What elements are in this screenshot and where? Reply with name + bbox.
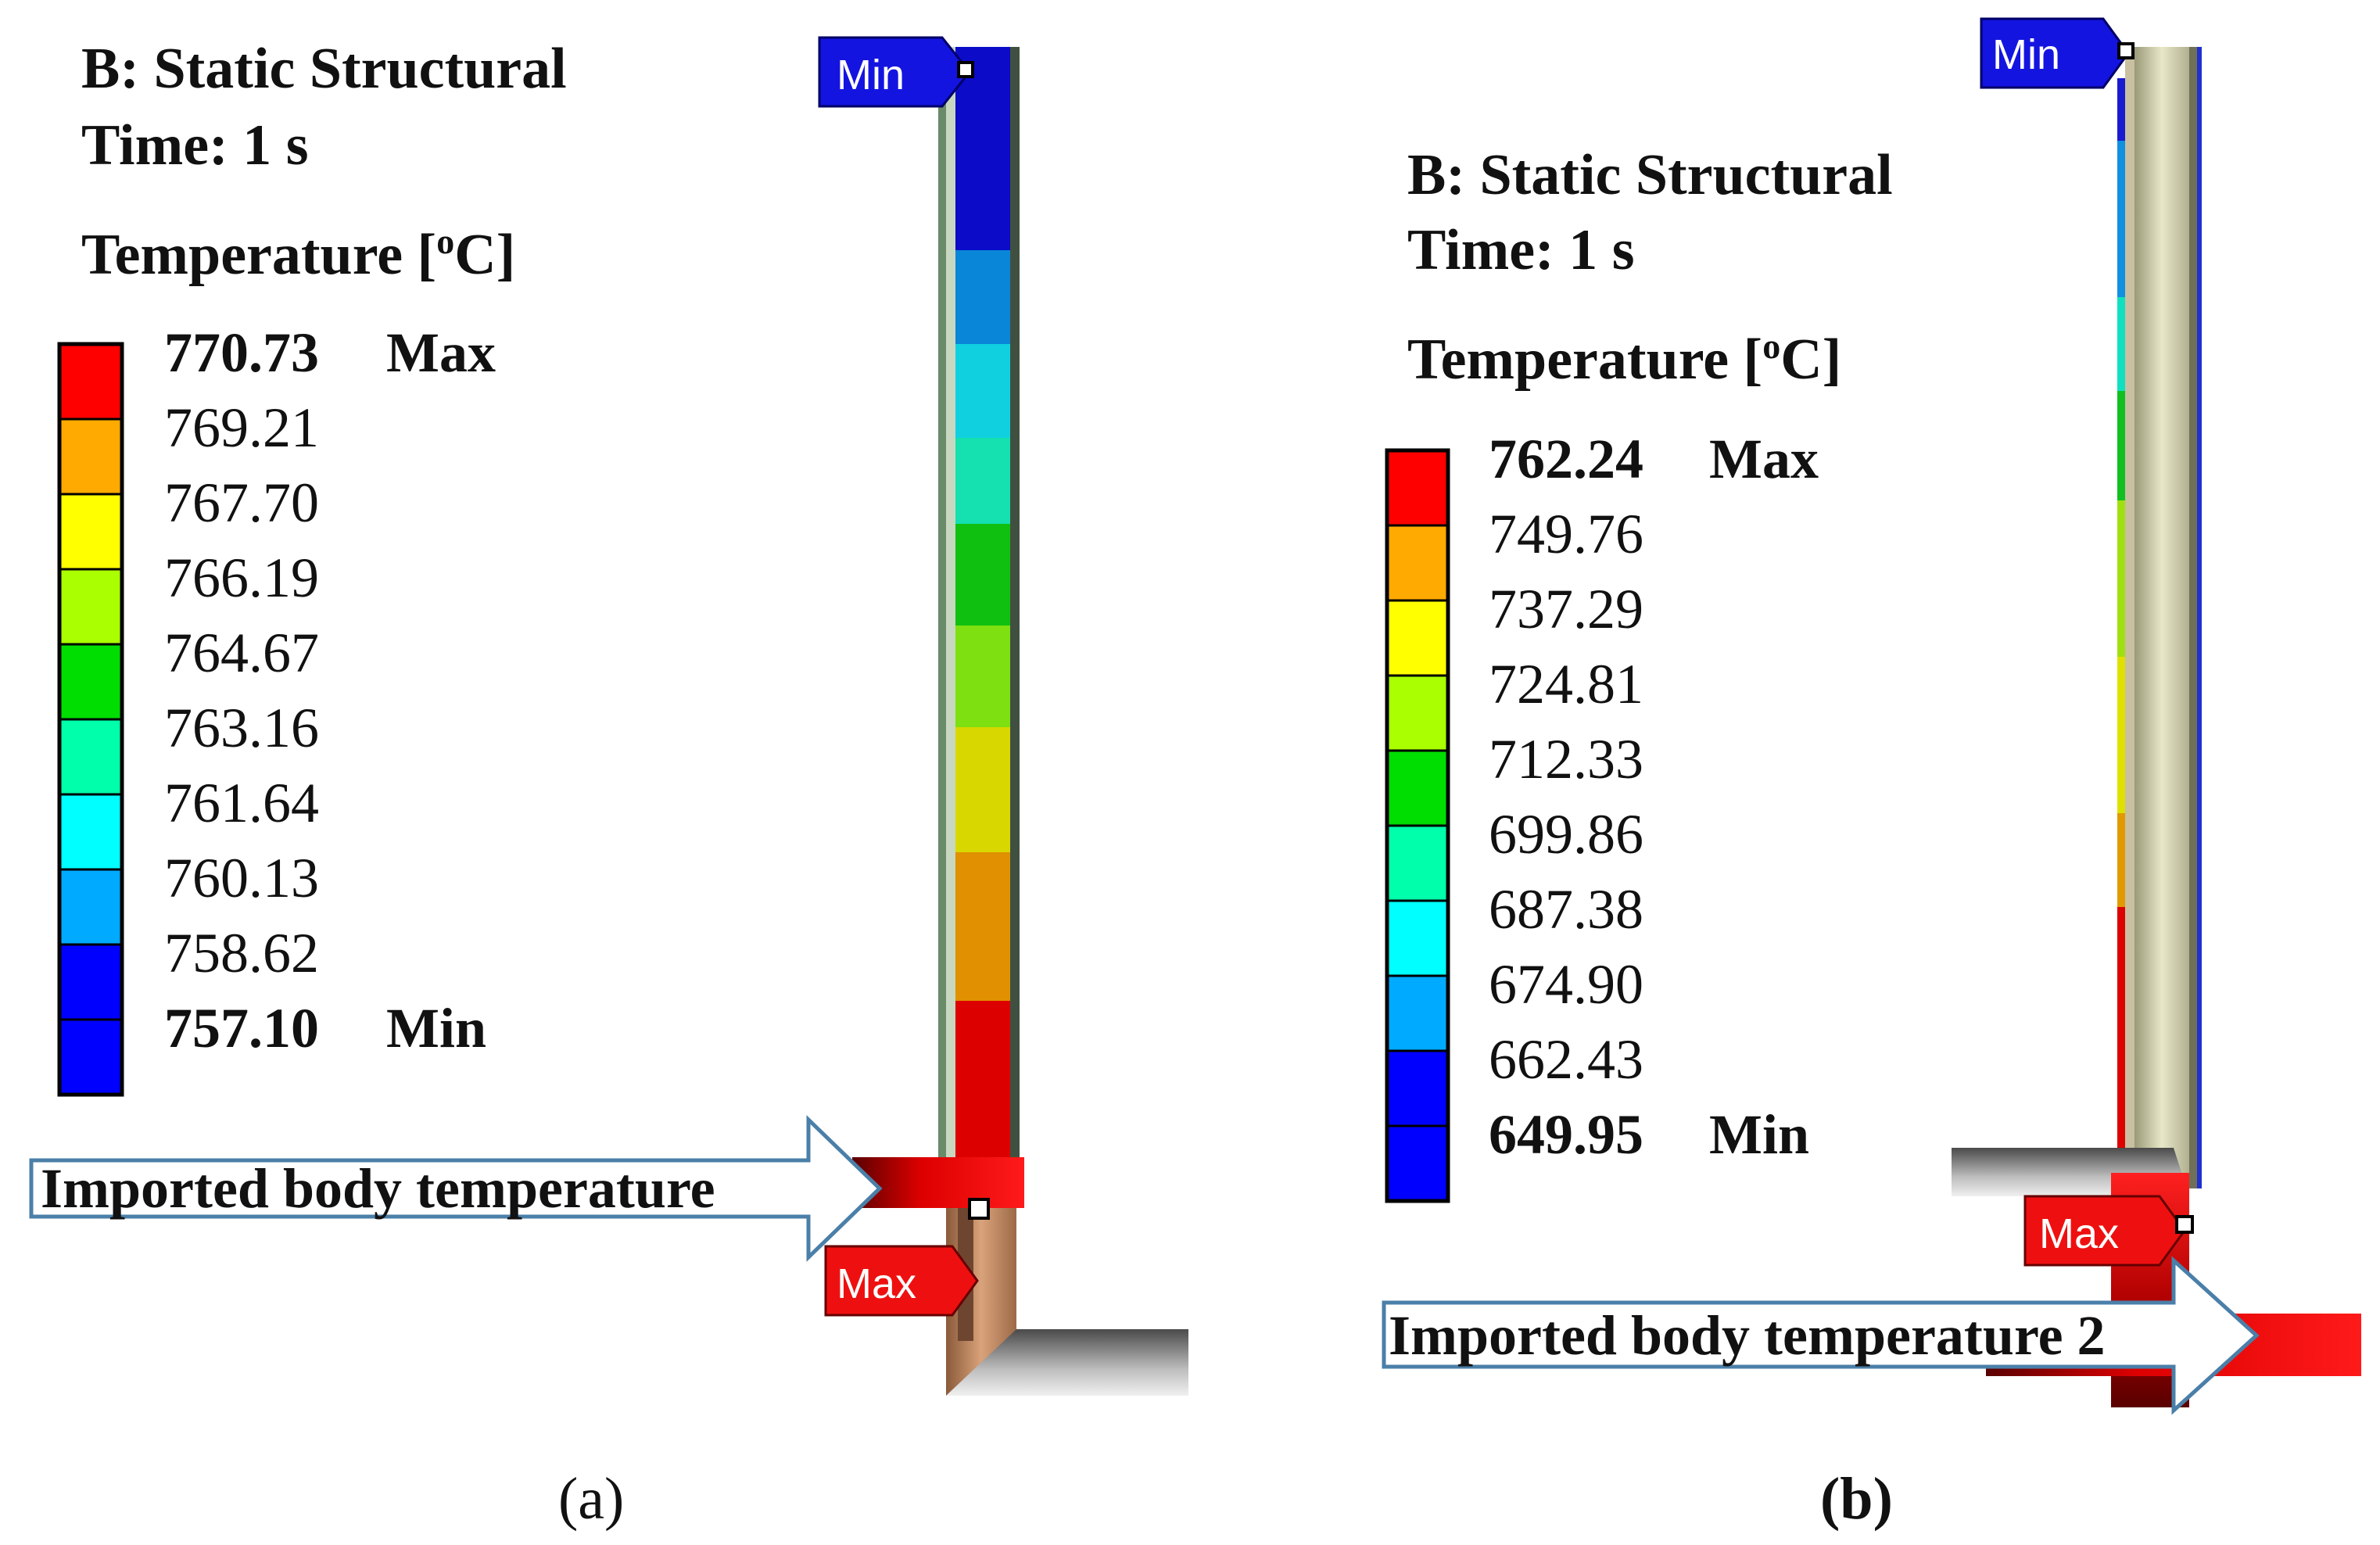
legend-value: 764.67 [164,622,319,684]
panel-a-title: B: Static Structural [81,37,567,101]
panel-b-time: Time: 1 s [1407,218,1635,282]
legend-swatch [58,342,124,421]
panel-b-arrow-label: Imported body temperature 2 [1389,1304,2106,1367]
legend-value: 769.21 [164,396,319,459]
legend-value: 767.70 [164,471,319,534]
legend-swatch [1385,449,1450,527]
legend-swatch [1385,899,1450,977]
legend-swatch [58,643,124,721]
panel-b-quantity-label: Temperature [ [1407,328,1762,392]
legend-swatch [1385,1124,1450,1203]
panel-a-min-probe-label: Min [837,52,905,99]
legend-swatch [58,793,124,871]
legend-value: 762.24 [1489,428,1643,490]
legend-swatch [1385,524,1450,602]
legend-swatch [1385,599,1450,677]
panel-a-quantity: Temperature [oC] [81,221,515,287]
panel-a-quantity-sup: o [436,221,454,261]
legend-extreme-tag: Max [1709,428,1819,490]
panel-b-color-legend: 762.24 Max 749.76 737.29 724.81 712.33 699.86 6… [1385,428,1819,1203]
panel-b-quantity-unit: C] [1780,328,1841,392]
panel-b-quantity: Temperature [oC] [1407,326,1841,392]
panel-a-caption: (a) [558,1466,624,1532]
legend-swatch [58,718,124,796]
panel-b-title: B: Static Structural [1407,143,1893,207]
panel-b-max-probe: Max [2023,1195,2194,1267]
legend-swatch [58,943,124,1021]
panel-a-min-probe: Min [818,36,974,108]
legend-swatch [58,418,124,496]
legend-border [57,342,124,1097]
panel-a-quantity-unit: C] [454,223,515,287]
panel-a-arrow-label: Imported body temperature [41,1157,715,1220]
panel-b-quantity-sup: o [1762,326,1780,366]
panel-b-imported-temperature-arrow: Imported body temperature 2 [1382,1256,2260,1415]
legend-value: 766.19 [164,547,319,609]
legend-value: 763.16 [164,697,319,759]
panel-b-max-probe-label: Max [2039,1210,2119,1257]
panel-a-quantity-label: Temperature [ [81,223,436,287]
legend-value: 712.33 [1489,728,1643,790]
legend-value: 760.13 [164,847,319,909]
legend-value: 770.73 [164,321,319,384]
legend-value: 758.62 [164,922,319,984]
legend-swatch [1385,824,1450,902]
legend-swatch [1385,974,1450,1052]
legend-value: 749.76 [1489,503,1643,565]
legend-value: 687.38 [1489,878,1643,941]
panel-a: B: Static Structural Time: 1 s Temperatu… [29,36,1188,1532]
panel-a-max-probe-label: Max [837,1260,916,1307]
panel-a-max-probe: Max [824,1198,990,1317]
legend-value: 761.64 [164,772,319,834]
legend-value: 699.86 [1489,803,1643,866]
legend-value: 674.90 [1489,953,1643,1016]
legend-swatch [1385,674,1450,752]
legend-value: 737.29 [1489,578,1643,640]
panel-a-model [852,47,1188,1396]
legend-value: 649.95 [1489,1103,1643,1166]
legend-swatch [1385,749,1450,827]
legend-border [1385,448,1450,1203]
panel-b: B: Static Structural Time: 1 s Temperatu… [1382,17,2361,1532]
legend-swatch [1385,1049,1450,1127]
legend-value: 662.43 [1489,1028,1643,1091]
legend-swatch [58,1018,124,1096]
panel-a-imported-temperature-arrow: Imported body temperature [29,1115,883,1262]
legend-extreme-tag: Min [386,997,486,1059]
panel-a-time: Time: 1 s [81,113,309,177]
legend-value: 724.81 [1489,653,1643,715]
panel-b-min-probe: Min [1980,17,2134,89]
panel-a-color-legend: 770.73 Max 769.21 767.70 766.19 764.67 763.16 7… [57,321,496,1097]
panel-b-min-probe-label: Min [1992,31,2060,78]
legend-value: 757.10 [164,997,319,1059]
panel-b-caption: (b) [1820,1466,1893,1532]
legend-swatch [58,568,124,646]
legend-extreme-tag: Max [386,321,496,384]
legend-swatch [58,493,124,571]
legend-extreme-tag: Min [1709,1103,1809,1166]
legend-swatch [58,868,124,946]
